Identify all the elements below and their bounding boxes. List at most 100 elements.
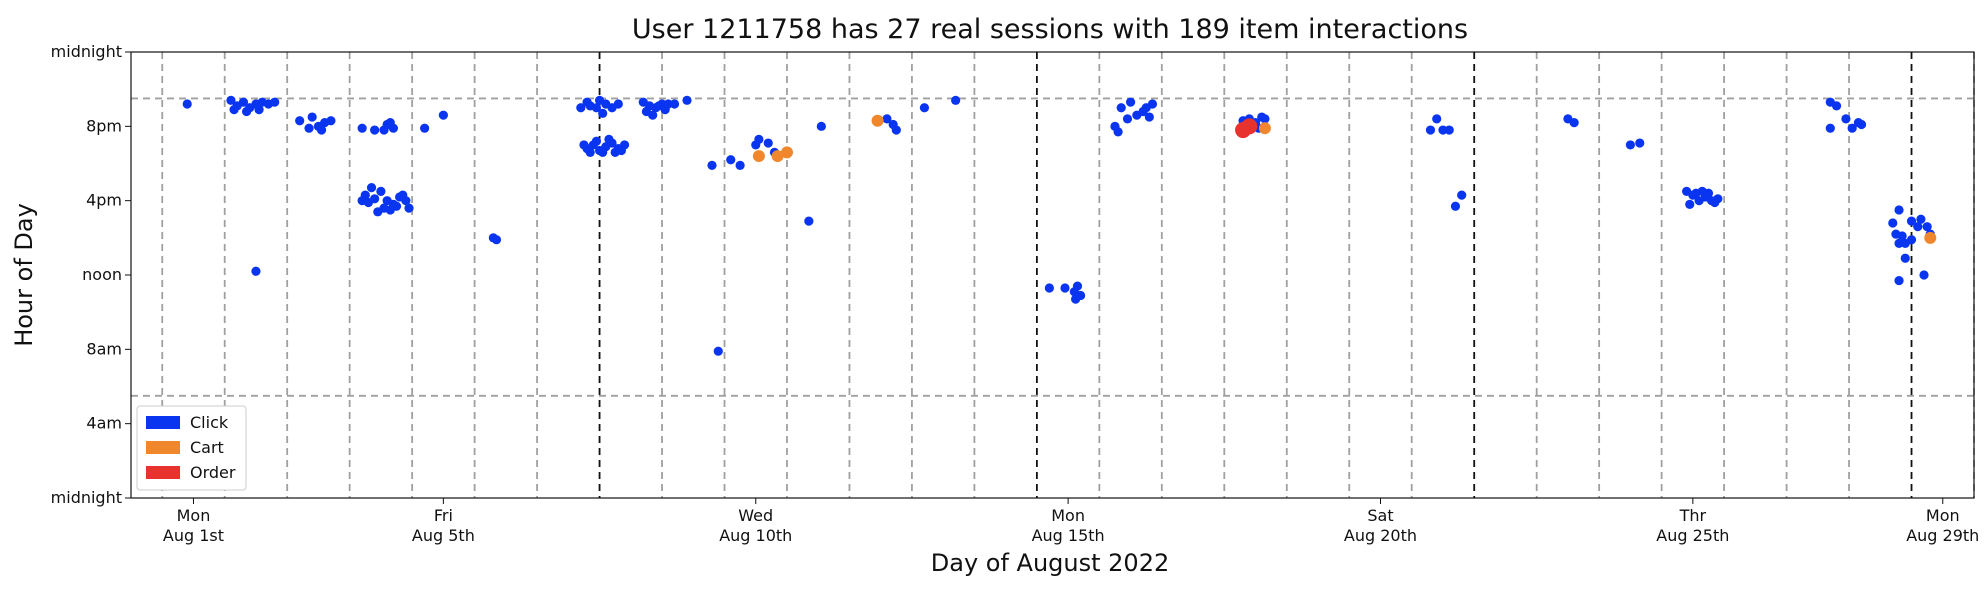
point-click (669, 99, 680, 109)
point-click (1847, 123, 1857, 133)
point-click (251, 266, 261, 276)
y-tick-label: 4pm (86, 191, 122, 210)
point-click (1060, 283, 1070, 293)
point-click (379, 125, 389, 135)
point-click (370, 125, 380, 135)
x-tick-label-date: Aug 10th (719, 526, 792, 545)
legend-swatch-click (146, 416, 180, 429)
point-click (707, 160, 717, 170)
x-tick-label-date: Aug 20th (1344, 526, 1417, 545)
point-click (307, 112, 317, 122)
point-click (951, 95, 961, 105)
x-tick-label-date: Aug 5th (412, 526, 475, 545)
point-click (1841, 114, 1851, 124)
point-click (682, 95, 692, 105)
point-click (1856, 119, 1867, 130)
x-tick-label-date: Aug 29th (1906, 526, 1979, 545)
point-click (604, 134, 614, 144)
x-tick-label-weekday: Mon (1051, 506, 1085, 525)
point-click (1831, 101, 1842, 111)
point-click (1688, 190, 1698, 200)
point-click (1906, 216, 1917, 226)
x-tick-label-weekday: Mon (177, 506, 211, 525)
point-click (1685, 199, 1695, 209)
y-tick-label: 4am (86, 414, 122, 433)
point-click (326, 116, 336, 126)
point-click (613, 99, 623, 109)
point-click (270, 97, 280, 107)
y-axis-label: Hour of Day (10, 203, 38, 347)
point-click (726, 155, 736, 165)
point-click (373, 207, 383, 217)
point-click (438, 110, 448, 120)
point-cart (1924, 231, 1937, 244)
point-click (1457, 190, 1467, 200)
legend: Click Cart Order (136, 405, 247, 491)
legend-label-order: Order (190, 463, 236, 482)
point-click (735, 160, 745, 170)
x-tick-label-date: Aug 15th (1032, 526, 1105, 545)
point-click (385, 205, 395, 215)
point-click (713, 346, 723, 356)
legend-swatch-cart (146, 441, 180, 454)
y-tick-label: midnight (51, 488, 122, 507)
y-tick-label: 8am (86, 339, 122, 358)
point-click (616, 145, 627, 156)
point-click (229, 105, 239, 115)
x-tick-label-weekday: Wed (738, 506, 773, 525)
x-axis-label: Day of August 2022 (931, 549, 1169, 577)
point-click (357, 123, 367, 133)
point-click (598, 147, 608, 157)
point-click (1625, 140, 1635, 150)
point-click (1713, 194, 1723, 204)
gridlines (131, 52, 1975, 498)
point-click (238, 97, 249, 107)
point-cart (1258, 122, 1271, 135)
x-tick-label-weekday: Mon (1926, 506, 1960, 525)
point-click (1444, 125, 1454, 135)
point-click (1703, 188, 1714, 198)
point-cart (871, 114, 884, 127)
point-click (1125, 97, 1136, 107)
point-click (754, 134, 764, 144)
point-click (763, 138, 773, 148)
y-tick-label: noon (82, 265, 122, 284)
point-click (1071, 294, 1081, 304)
point-click (1569, 118, 1579, 128)
x-tick-label-weekday: Fri (434, 506, 453, 525)
point-click (295, 116, 305, 126)
point-click (576, 103, 586, 113)
point-click (919, 103, 930, 113)
plot-frame (130, 51, 1975, 499)
point-order (1241, 118, 1258, 135)
point-click (1916, 214, 1926, 224)
legend-label-click: Click (190, 413, 229, 432)
point-click (1260, 114, 1270, 124)
point-click (1425, 125, 1436, 135)
point-click (1900, 253, 1910, 263)
point-click (648, 110, 658, 120)
point-click (1432, 114, 1442, 124)
point-click (579, 140, 589, 150)
y-axis-ticks: midnight 4am 8am noon 4pm 8pm midnight (51, 42, 131, 507)
point-click (491, 235, 502, 245)
point-click (1922, 222, 1932, 232)
x-tick-label-date: Aug 25th (1656, 526, 1729, 545)
point-click (1122, 114, 1133, 124)
point-click (226, 95, 236, 105)
point-click (1141, 103, 1151, 113)
point-click (357, 196, 367, 206)
point-click (254, 105, 264, 115)
point-click (1116, 103, 1126, 113)
point-click (1825, 123, 1835, 133)
point-click (1635, 138, 1645, 148)
point-click (1919, 270, 1929, 280)
x-tick-label-date: Aug 1st (163, 526, 224, 545)
point-click (366, 183, 377, 193)
point-click (376, 186, 386, 196)
point-click (816, 121, 826, 131)
point-click (1450, 201, 1461, 211)
legend-label-cart: Cart (190, 438, 224, 457)
point-click (654, 101, 664, 111)
